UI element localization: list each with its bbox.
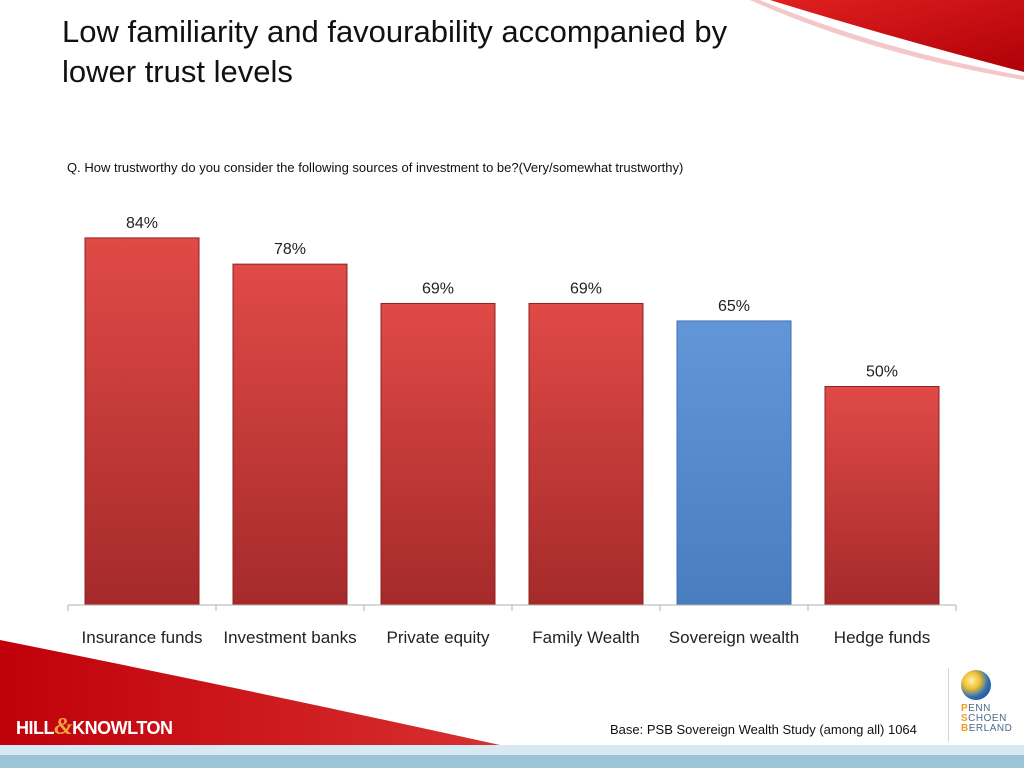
bar-investment-banks: [232, 263, 348, 606]
survey-question: Q. How trustworthy do you consider the f…: [67, 160, 684, 175]
category-label: Investment banks: [223, 628, 356, 647]
logo-knowlton-text: KNOWLTON: [72, 718, 173, 738]
value-label: 65%: [718, 298, 750, 315]
hill-knowlton-logo: HILL&KNOWLTON: [16, 714, 173, 741]
bar-sovereign-wealth: [676, 320, 792, 606]
slide-title: Low familiarity and favourability accomp…: [62, 14, 728, 89]
psb-logo-text: PENN SCHOEN BERLAND: [961, 704, 1012, 734]
bar-hedge-funds: [824, 386, 940, 606]
bar-family-wealth: [528, 302, 644, 606]
footer-band: [0, 755, 1024, 768]
value-label: 50%: [866, 364, 898, 381]
bar-insurance-funds: [84, 237, 200, 606]
base-note: Base: PSB Sovereign Wealth Study (among …: [610, 722, 917, 737]
category-label: Family Wealth: [532, 628, 639, 647]
value-label: 69%: [422, 280, 454, 297]
value-label: 69%: [570, 280, 602, 297]
psb-line-berland: BERLAND: [961, 723, 1013, 734]
logo-ampersand: &: [54, 714, 73, 740]
value-label: 84%: [126, 215, 158, 232]
bar-private-equity: [380, 302, 496, 606]
top-right-ribbon: [770, 0, 1024, 72]
category-label: Sovereign wealth: [669, 628, 799, 647]
value-label: 78%: [274, 241, 306, 258]
footer-band-light: [0, 745, 1024, 755]
psb-line-schoen: SCHOEN: [961, 713, 1007, 724]
psb-logo: PENN SCHOEN BERLAND: [948, 668, 1019, 742]
top-right-ribbon-light: [750, 0, 1024, 80]
globe-icon: [961, 670, 991, 700]
category-label: Insurance funds: [82, 628, 203, 647]
psb-line-penn: PENN: [961, 703, 991, 714]
category-label: Private equity: [387, 628, 490, 647]
logo-hill-text: HILL: [16, 718, 55, 738]
category-label: Hedge funds: [834, 628, 930, 647]
bottom-left-ribbon: [0, 640, 500, 745]
